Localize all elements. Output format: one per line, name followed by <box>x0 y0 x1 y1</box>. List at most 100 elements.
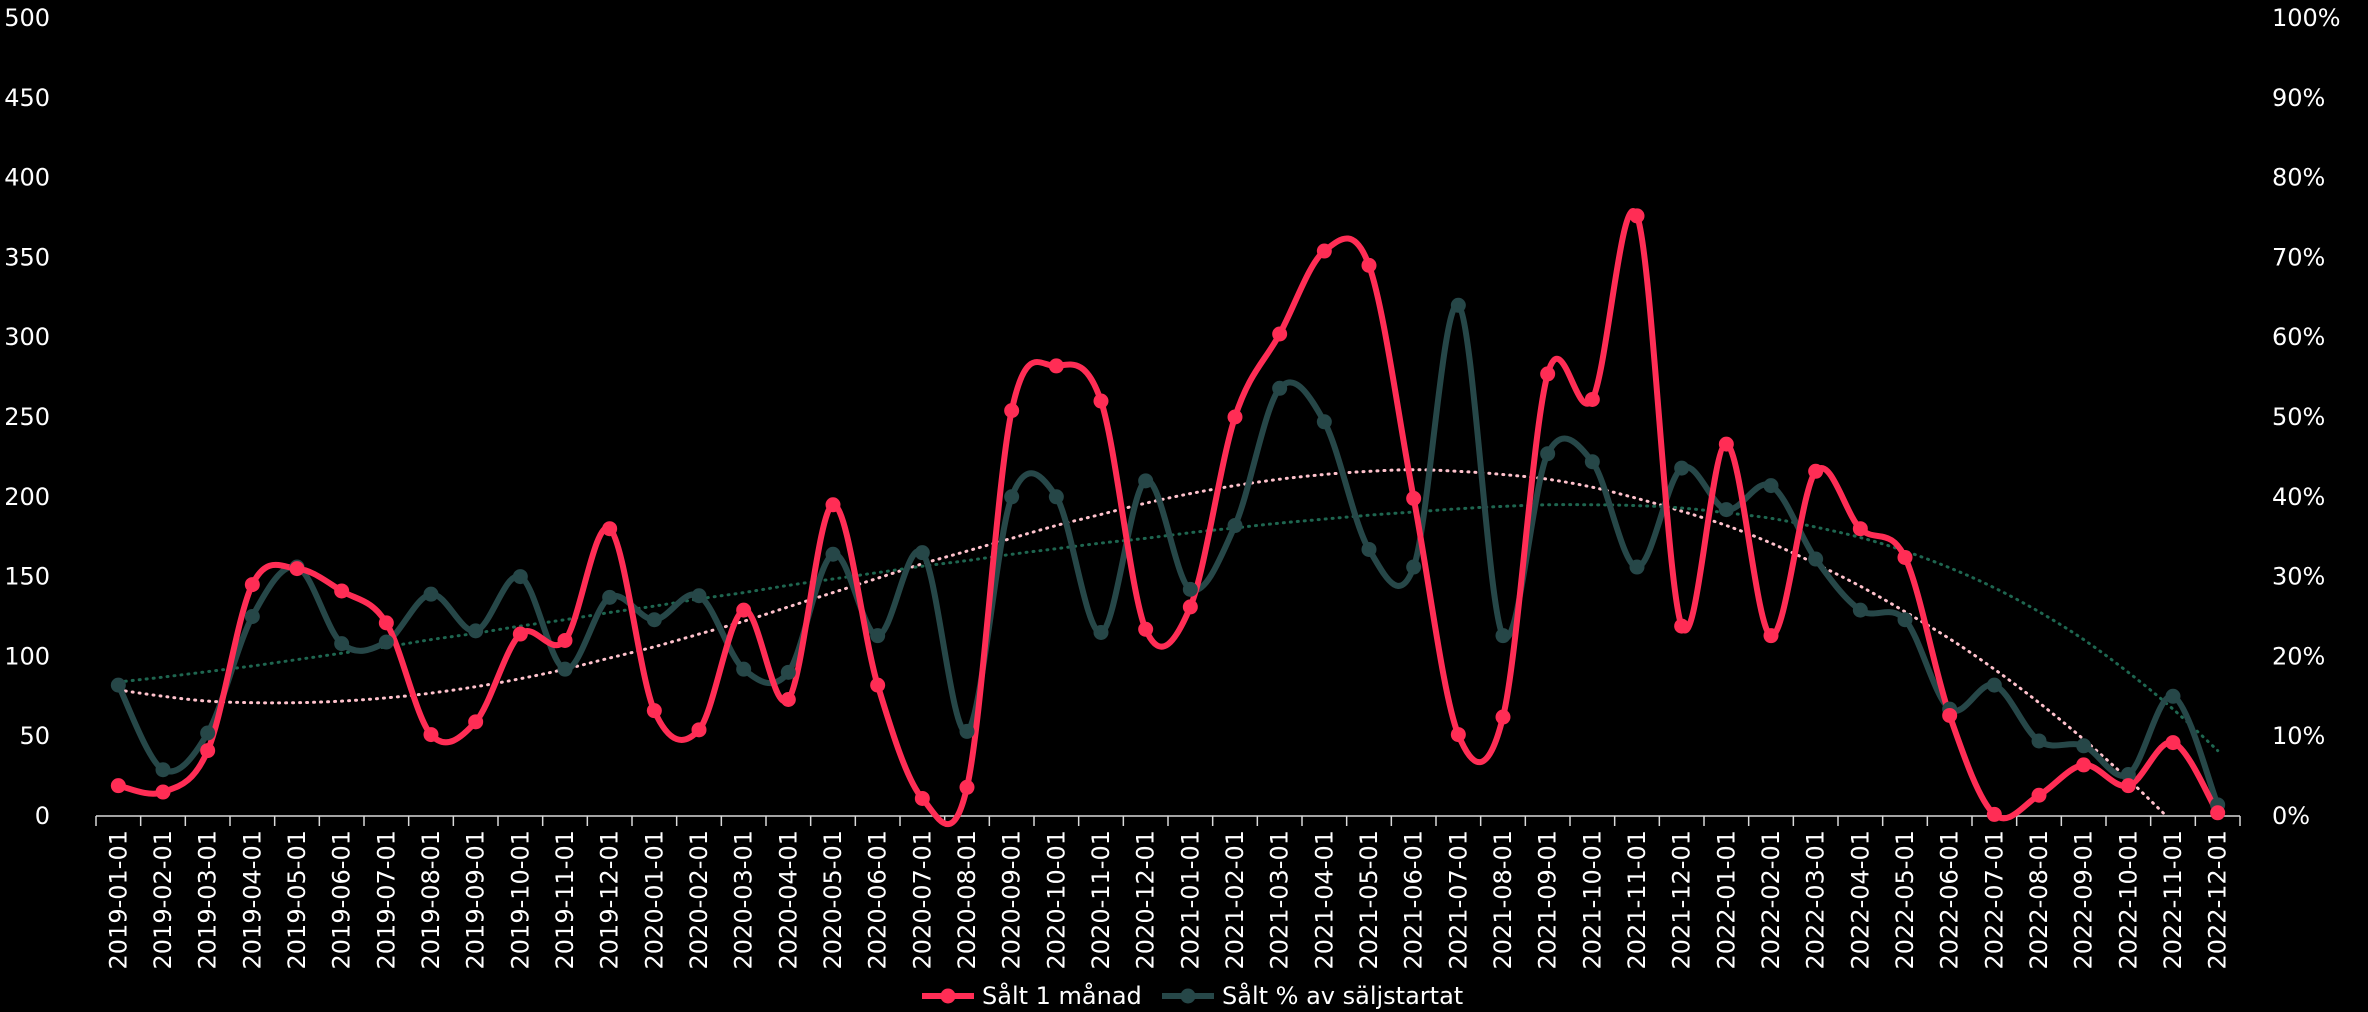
left-y-axis-ticks: 0 50 100 150 200 250 300 350 400 450 500 <box>4 4 50 830</box>
data-point <box>2031 787 2047 803</box>
x-axis-ticks: 2019-01-01 2019-02-01 2019-03-01 2019-04-01… <box>95 816 2241 969</box>
left-y-tick-label: 50 <box>19 722 50 750</box>
right-y-tick-label: 30% <box>2272 563 2325 591</box>
right-y-tick-label: 40% <box>2272 483 2325 511</box>
left-y-tick-label: 500 <box>4 4 50 32</box>
data-point <box>1361 257 1377 273</box>
data-point <box>2165 735 2181 751</box>
data-point <box>1808 463 1824 479</box>
x-tick-label: 2019-05-01 <box>283 830 311 969</box>
x-tick-label: 2022-06-01 <box>1936 830 1964 969</box>
right-y-tick-label: 80% <box>2272 164 2325 192</box>
data-point <box>468 623 484 639</box>
x-tick-label: 2022-02-01 <box>1757 830 1785 969</box>
x-tick-label: 2022-08-01 <box>2025 830 2053 969</box>
data-point <box>1629 559 1645 575</box>
legend-label: Sålt % av säljstartat <box>1222 981 1463 1010</box>
data-point <box>1182 599 1198 615</box>
data-point <box>1272 326 1288 342</box>
right-y-tick-label: 20% <box>2272 642 2325 670</box>
left-y-tick-label: 300 <box>4 323 50 351</box>
trendline <box>116 468 2168 818</box>
x-tick-label: 2020-01-01 <box>640 830 668 969</box>
x-tick-label: 2021-08-01 <box>1489 830 1517 969</box>
data-point <box>1450 727 1466 743</box>
right-y-tick-label: 10% <box>2272 722 2325 750</box>
data-point <box>200 725 216 741</box>
data-point <box>110 677 126 693</box>
x-tick-label: 2019-02-01 <box>149 830 177 969</box>
x-tick-label: 2020-05-01 <box>819 830 847 969</box>
left-y-tick-label: 200 <box>4 483 50 511</box>
data-point <box>2031 733 2047 749</box>
data-point <box>1629 208 1645 224</box>
data-point <box>2076 738 2092 754</box>
right-y-tick-label: 90% <box>2272 84 2325 112</box>
x-tick-label: 2020-10-01 <box>1042 830 1070 969</box>
data-point <box>557 632 573 648</box>
data-point <box>780 664 796 680</box>
data-point <box>1316 243 1332 259</box>
data-point <box>423 586 439 602</box>
right-y-tick-label: 100% <box>2272 4 2341 32</box>
x-tick-label: 2019-09-01 <box>462 830 490 969</box>
data-point <box>2076 757 2092 773</box>
data-point <box>1718 436 1734 452</box>
data-point <box>1763 628 1779 644</box>
data-point <box>1852 521 1868 537</box>
data-point <box>914 790 930 806</box>
data-point <box>825 546 841 562</box>
data-point <box>736 661 752 677</box>
data-point <box>2120 767 2136 783</box>
x-tick-label: 2019-11-01 <box>551 830 579 969</box>
data-point <box>1406 490 1422 506</box>
data-point <box>244 577 260 593</box>
x-tick-label: 2019-10-01 <box>506 830 534 969</box>
x-tick-label: 2020-11-01 <box>1087 830 1115 969</box>
data-point <box>155 784 171 800</box>
data-point <box>1942 707 1958 723</box>
x-tick-label: 2022-04-01 <box>1846 830 1874 969</box>
data-point <box>870 628 886 644</box>
data-point <box>1986 677 2002 693</box>
x-tick-label: 2021-10-01 <box>1578 830 1606 969</box>
right-y-tick-label: 60% <box>2272 323 2325 351</box>
x-tick-label: 2022-05-01 <box>1891 830 1919 969</box>
data-point <box>334 636 350 652</box>
data-point <box>1406 559 1422 575</box>
series-line <box>115 208 2221 828</box>
right-y-tick-label: 50% <box>2272 403 2325 431</box>
data-point <box>557 661 573 677</box>
x-tick-label: 2021-06-01 <box>1400 830 1428 969</box>
data-point <box>1361 541 1377 557</box>
data-point <box>1540 366 1556 382</box>
data-point <box>1182 581 1198 597</box>
x-tick-label: 2022-09-01 <box>2070 830 2098 969</box>
x-tick-label: 2021-11-01 <box>1623 830 1651 969</box>
x-tick-label: 2020-08-01 <box>953 830 981 969</box>
left-y-tick-label: 350 <box>4 243 50 271</box>
data-point <box>914 545 930 561</box>
data-point <box>1227 409 1243 425</box>
data-point <box>244 609 260 624</box>
data-point <box>1093 624 1109 640</box>
data-point <box>2210 805 2226 821</box>
data-point <box>1584 391 1600 407</box>
x-tick-label: 2022-10-01 <box>2114 830 2142 969</box>
legend-swatch-marker <box>940 988 956 1004</box>
data-point <box>1227 518 1243 534</box>
data-point <box>602 589 618 605</box>
data-point <box>378 615 394 631</box>
x-tick-label: 2021-09-01 <box>1534 830 1562 969</box>
x-tick-label: 2019-01-01 <box>104 830 132 969</box>
x-tick-label: 2020-04-01 <box>774 830 802 969</box>
data-point <box>2165 688 2181 704</box>
data-point <box>691 722 707 738</box>
data-point <box>512 569 528 585</box>
data-point <box>780 691 796 707</box>
data-point <box>423 727 439 743</box>
x-tick-label: 2020-12-01 <box>1132 830 1160 969</box>
x-tick-label: 2019-06-01 <box>328 830 356 969</box>
x-tick-label: 2021-02-01 <box>1221 830 1249 969</box>
data-point <box>1584 454 1600 470</box>
